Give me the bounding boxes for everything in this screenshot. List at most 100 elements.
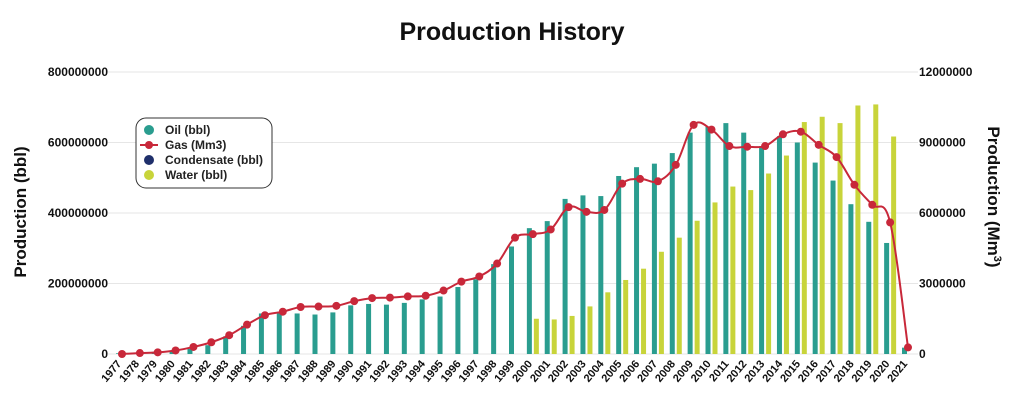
gas-point	[618, 179, 627, 188]
gas-point	[743, 142, 752, 151]
legend-label: Water (bbl)	[165, 168, 227, 182]
oil-bar	[330, 312, 336, 354]
gas-point	[225, 331, 234, 340]
water-bar	[748, 190, 754, 354]
oil-bar	[884, 242, 890, 354]
gas-point	[886, 218, 895, 227]
oil-bar	[455, 287, 461, 354]
gas-point	[439, 286, 448, 295]
gas-point	[653, 177, 662, 186]
gas-point	[689, 120, 698, 129]
right-y-tick-label: 12000000	[919, 65, 973, 79]
water-bar	[587, 306, 593, 354]
oil-bar	[616, 175, 622, 354]
gas-point	[171, 346, 180, 355]
gas-point	[600, 205, 609, 214]
water-bar	[873, 104, 879, 355]
water-bar	[855, 105, 861, 354]
gas-point	[707, 125, 716, 134]
legend-label: Condensate (bbl)	[165, 153, 263, 167]
right-y-axis-title-superscript: 3	[991, 256, 1003, 262]
gas-point	[368, 294, 377, 303]
oil-bar	[848, 204, 854, 354]
gas-point	[189, 342, 198, 351]
oil-bar	[383, 304, 389, 354]
legend-label: Oil (bbl)	[165, 123, 210, 137]
oil-bar	[473, 279, 479, 354]
x-axis-ticks: 1977197819791980198119821983198419851986…	[99, 358, 910, 385]
gas-point	[671, 160, 680, 169]
legend-label: Gas (Mm3)	[165, 138, 226, 152]
gas-point	[207, 338, 216, 347]
oil-bar	[294, 313, 300, 354]
right-y-tick-label: 9000000	[919, 136, 966, 150]
water-bar	[658, 251, 664, 354]
oil-bar	[491, 264, 497, 354]
water-bar	[641, 268, 647, 354]
oil-bar	[651, 163, 657, 354]
bars-layer	[116, 104, 907, 355]
gas-point	[832, 153, 841, 162]
oil-bar	[902, 347, 907, 354]
gas-point	[260, 311, 269, 320]
oil-bar	[759, 146, 765, 354]
gas-point	[636, 174, 645, 183]
oil-bar	[258, 313, 264, 354]
gas-point	[457, 277, 466, 286]
oil-bar	[437, 296, 443, 354]
right-y-tick-label: 0	[919, 347, 926, 361]
oil-bar	[366, 303, 372, 354]
water-bar	[712, 202, 718, 354]
gas-point	[278, 307, 287, 316]
oil-bar	[812, 162, 818, 354]
right-y-axis-title-main: Production (Mm	[984, 126, 1003, 255]
oil-bar	[241, 325, 247, 354]
gas-point	[511, 233, 519, 242]
oil-bar	[401, 302, 407, 354]
oil-bar	[223, 336, 229, 354]
gas-point	[403, 292, 412, 301]
water-bar	[730, 186, 736, 354]
water-bar	[551, 319, 557, 354]
left-y-axis-ticks: 0 200000000 400000000 600000000 800000000	[48, 65, 108, 361]
left-y-tick-label: 600000000	[48, 136, 108, 150]
oil-bar	[205, 345, 211, 354]
oil-bar	[687, 132, 693, 354]
left-y-tick-label: 0	[101, 347, 108, 361]
oil-bar	[776, 136, 782, 354]
gas-line-layer	[118, 120, 912, 358]
oil-bar	[419, 299, 425, 354]
legend: Oil (bbl)Gas (Mm3)Condensate (bbl)Water …	[135, 117, 273, 189]
water-bar	[533, 318, 539, 354]
gas-point	[296, 303, 305, 311]
oil-bar	[794, 142, 800, 354]
oil-bar	[830, 180, 836, 354]
gas-point	[493, 259, 502, 268]
gas-point	[385, 293, 394, 302]
gas-point	[350, 297, 359, 306]
water-bar	[783, 155, 789, 354]
legend-swatch	[144, 170, 154, 180]
right-y-axis-title-close: )	[984, 262, 1003, 268]
gas-point	[475, 272, 484, 281]
oil-bar	[741, 132, 747, 354]
gas-point	[243, 320, 252, 329]
water-bar	[766, 173, 772, 354]
gas-point	[850, 180, 859, 189]
legend-gas-marker	[145, 141, 153, 149]
oil-bar	[187, 348, 193, 354]
legend-swatch	[144, 155, 154, 165]
water-bar	[837, 123, 843, 354]
oil-bar	[544, 221, 550, 354]
gas-point	[778, 130, 787, 139]
oil-bar	[598, 196, 604, 354]
water-bar	[801, 122, 807, 355]
oil-bar	[723, 123, 729, 354]
gas-point	[796, 127, 805, 136]
oil-bar	[866, 221, 872, 354]
water-bar	[819, 116, 825, 354]
gas-point	[868, 200, 877, 209]
x-tick-label: 2021	[885, 358, 910, 384]
